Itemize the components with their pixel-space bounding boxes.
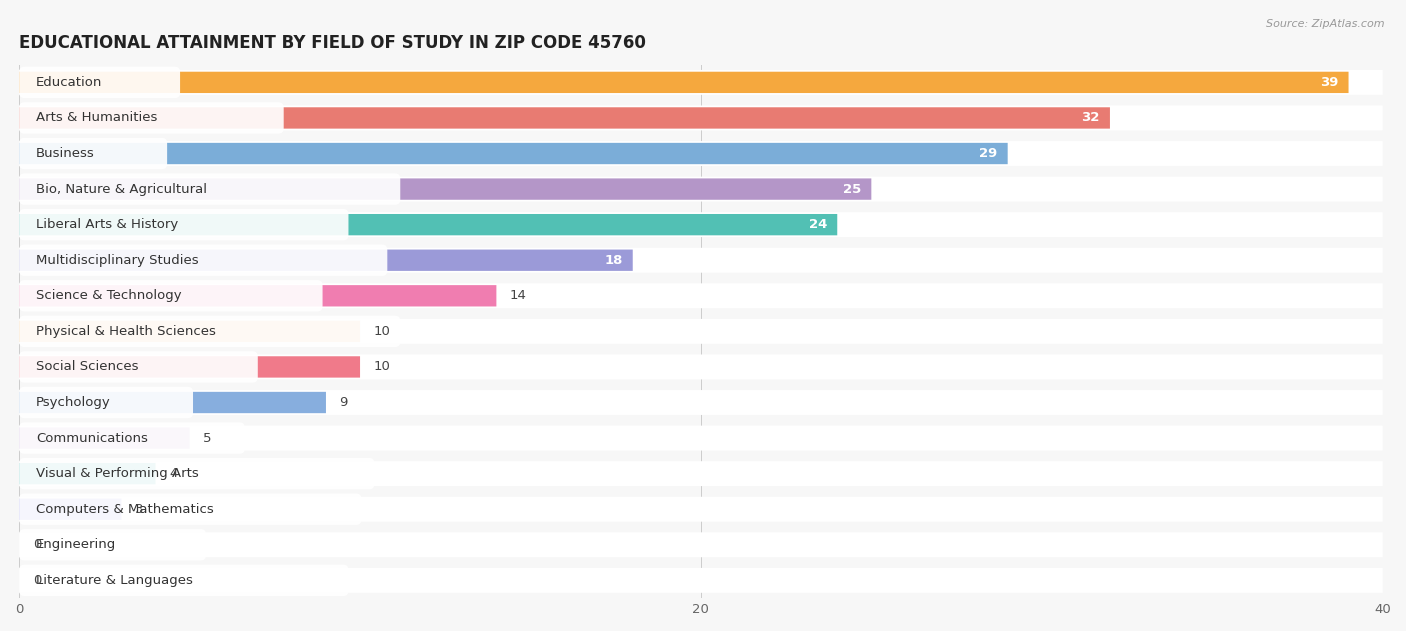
- FancyBboxPatch shape: [20, 107, 1109, 129]
- Text: 5: 5: [204, 432, 212, 445]
- FancyBboxPatch shape: [20, 174, 401, 204]
- Text: Science & Technology: Science & Technology: [37, 289, 181, 302]
- Text: 25: 25: [842, 182, 860, 196]
- Text: 4: 4: [169, 467, 177, 480]
- FancyBboxPatch shape: [20, 143, 1008, 164]
- Text: Arts & Humanities: Arts & Humanities: [37, 112, 157, 124]
- FancyBboxPatch shape: [20, 249, 633, 271]
- Text: 0: 0: [32, 538, 41, 551]
- Text: Multidisciplinary Studies: Multidisciplinary Studies: [37, 254, 198, 267]
- FancyBboxPatch shape: [20, 351, 257, 382]
- FancyBboxPatch shape: [20, 177, 1382, 201]
- Text: Liberal Arts & History: Liberal Arts & History: [37, 218, 179, 231]
- Text: 14: 14: [510, 289, 527, 302]
- FancyBboxPatch shape: [20, 138, 167, 169]
- FancyBboxPatch shape: [20, 422, 245, 454]
- FancyBboxPatch shape: [20, 461, 1382, 486]
- FancyBboxPatch shape: [20, 458, 374, 489]
- Text: Source: ZipAtlas.com: Source: ZipAtlas.com: [1267, 19, 1385, 29]
- FancyBboxPatch shape: [20, 392, 326, 413]
- Text: 10: 10: [374, 360, 391, 374]
- FancyBboxPatch shape: [20, 497, 1382, 522]
- FancyBboxPatch shape: [20, 565, 349, 596]
- FancyBboxPatch shape: [20, 426, 1382, 451]
- FancyBboxPatch shape: [20, 321, 360, 342]
- FancyBboxPatch shape: [20, 72, 1348, 93]
- FancyBboxPatch shape: [20, 357, 360, 377]
- FancyBboxPatch shape: [20, 212, 1382, 237]
- FancyBboxPatch shape: [20, 493, 361, 525]
- FancyBboxPatch shape: [20, 355, 1382, 379]
- FancyBboxPatch shape: [20, 533, 1382, 557]
- Text: 3: 3: [135, 503, 143, 516]
- FancyBboxPatch shape: [20, 102, 284, 134]
- FancyBboxPatch shape: [20, 280, 322, 312]
- FancyBboxPatch shape: [20, 70, 1382, 95]
- FancyBboxPatch shape: [20, 105, 1382, 131]
- FancyBboxPatch shape: [20, 463, 156, 485]
- Text: 39: 39: [1320, 76, 1339, 89]
- Text: 10: 10: [374, 325, 391, 338]
- FancyBboxPatch shape: [20, 248, 1382, 273]
- FancyBboxPatch shape: [20, 427, 190, 449]
- Text: 32: 32: [1081, 112, 1099, 124]
- FancyBboxPatch shape: [20, 498, 121, 520]
- Text: Business: Business: [37, 147, 96, 160]
- Text: Psychology: Psychology: [37, 396, 111, 409]
- FancyBboxPatch shape: [20, 214, 837, 235]
- Text: EDUCATIONAL ATTAINMENT BY FIELD OF STUDY IN ZIP CODE 45760: EDUCATIONAL ATTAINMENT BY FIELD OF STUDY…: [20, 34, 647, 52]
- FancyBboxPatch shape: [20, 179, 872, 200]
- Text: Bio, Nature & Agricultural: Bio, Nature & Agricultural: [37, 182, 207, 196]
- Text: 24: 24: [808, 218, 827, 231]
- FancyBboxPatch shape: [20, 529, 205, 560]
- FancyBboxPatch shape: [20, 283, 1382, 309]
- Text: Social Sciences: Social Sciences: [37, 360, 139, 374]
- Text: 0: 0: [32, 574, 41, 587]
- Text: Physical & Health Sciences: Physical & Health Sciences: [37, 325, 217, 338]
- FancyBboxPatch shape: [20, 390, 1382, 415]
- FancyBboxPatch shape: [20, 209, 349, 240]
- FancyBboxPatch shape: [20, 141, 1382, 166]
- Text: Engineering: Engineering: [37, 538, 117, 551]
- Text: Education: Education: [37, 76, 103, 89]
- Text: Computers & Mathematics: Computers & Mathematics: [37, 503, 214, 516]
- Text: Visual & Performing Arts: Visual & Performing Arts: [37, 467, 200, 480]
- Text: 29: 29: [979, 147, 997, 160]
- Text: Literature & Languages: Literature & Languages: [37, 574, 193, 587]
- Text: Communications: Communications: [37, 432, 148, 445]
- Text: 18: 18: [605, 254, 623, 267]
- FancyBboxPatch shape: [20, 67, 180, 98]
- FancyBboxPatch shape: [20, 387, 193, 418]
- FancyBboxPatch shape: [20, 285, 496, 307]
- Text: 9: 9: [340, 396, 347, 409]
- FancyBboxPatch shape: [20, 245, 387, 276]
- FancyBboxPatch shape: [20, 316, 401, 347]
- FancyBboxPatch shape: [20, 319, 1382, 344]
- FancyBboxPatch shape: [20, 568, 1382, 593]
